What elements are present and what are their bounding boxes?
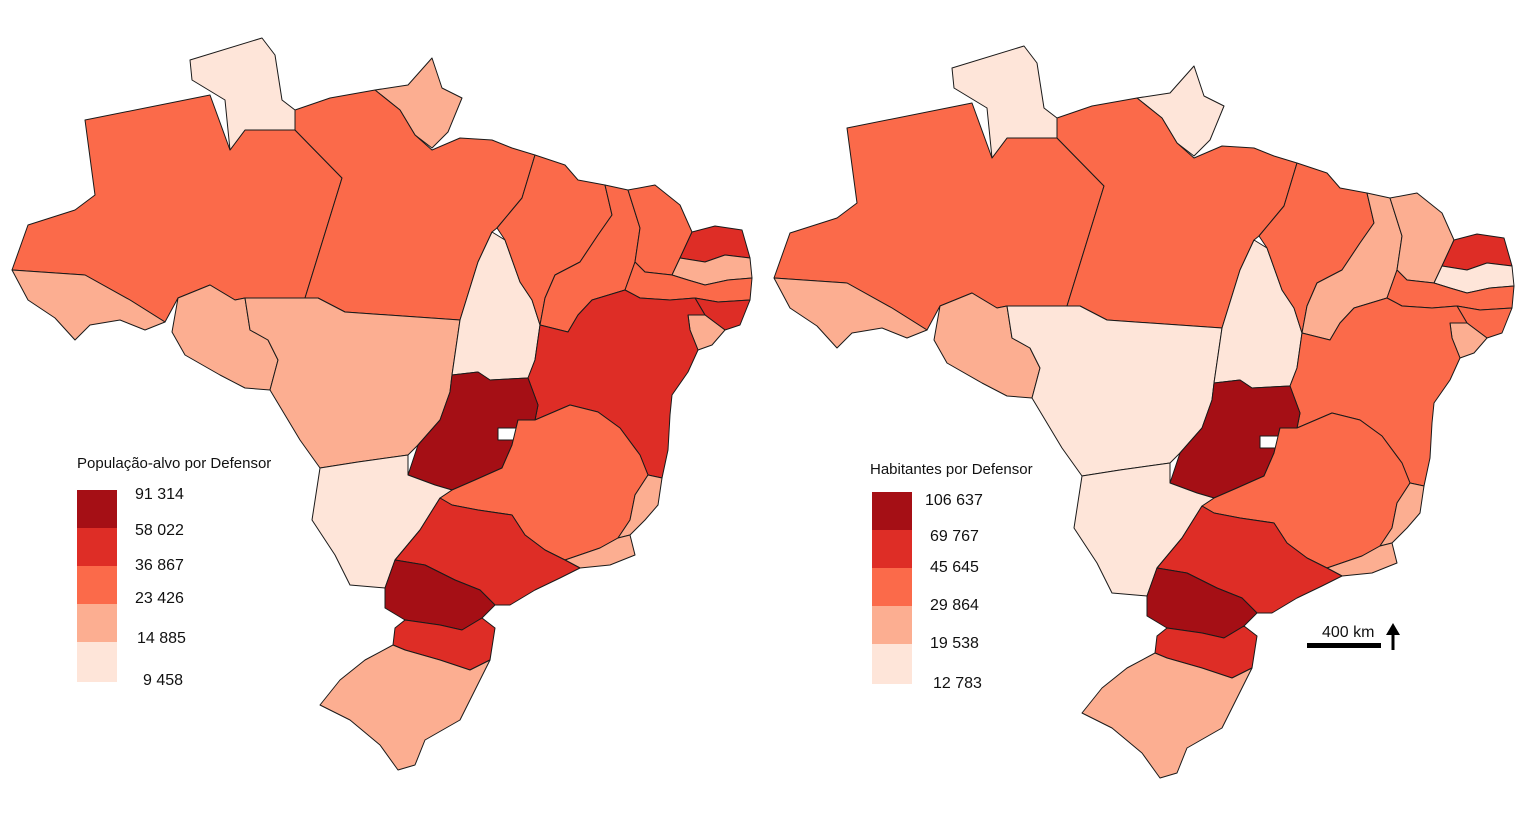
legend-swatch-left-4	[77, 604, 117, 642]
legend-swatch-right-5	[872, 644, 912, 684]
legend-label-right-2: 69 767	[930, 528, 979, 545]
legend-title-left: População-alvo por Defensor	[77, 455, 271, 472]
legend-swatch-right-4	[872, 606, 912, 644]
state-ac-right	[773, 277, 928, 349]
state-rs-left	[319, 644, 491, 771]
legend-swatch-left-5	[77, 642, 117, 682]
legend-swatch-right-2	[872, 530, 912, 568]
legend-swatch-left-2	[77, 528, 117, 566]
state-rs-right	[1081, 652, 1253, 779]
legend-label-right-4: 29 864	[930, 597, 979, 614]
north-arrow-icon	[1386, 623, 1400, 650]
scale-bar-label: 400 km	[1322, 624, 1374, 641]
legend-label-right-1: 106 637	[925, 492, 983, 509]
legend-label-left-5: 14 885	[137, 630, 186, 647]
scale-bar-line	[1307, 643, 1381, 648]
legend-label-left-2: 58 022	[135, 522, 184, 539]
legend-right: Habitantes por Defensor 106 637 69 767 4…	[870, 461, 1033, 692]
legend-label-right-6: 12 783	[933, 675, 982, 692]
legend-left: População-alvo por Defensor 91 314 58 02…	[77, 455, 271, 689]
scale-bar: 400 km	[1307, 624, 1381, 648]
legend-swatch-right-3	[872, 568, 912, 606]
map-right	[773, 45, 1515, 779]
state-mt-left	[244, 297, 461, 469]
legend-title-right: Habitantes por Defensor	[870, 461, 1033, 478]
state-mt-right	[1006, 305, 1223, 477]
legend-label-right-5: 19 538	[930, 635, 979, 652]
legend-swatch-right-1	[872, 492, 912, 530]
legend-label-left-4: 23 426	[135, 590, 184, 607]
legend-swatch-left-3	[77, 566, 117, 604]
legend-label-left-6: 9 458	[143, 672, 183, 689]
legend-label-left-1: 91 314	[135, 486, 184, 503]
state-ac-left	[11, 269, 166, 341]
map-left	[11, 37, 753, 771]
legend-swatch-left-1	[77, 490, 117, 528]
legend-label-left-3: 36 867	[135, 557, 184, 574]
legend-label-right-3: 45 645	[930, 559, 979, 576]
